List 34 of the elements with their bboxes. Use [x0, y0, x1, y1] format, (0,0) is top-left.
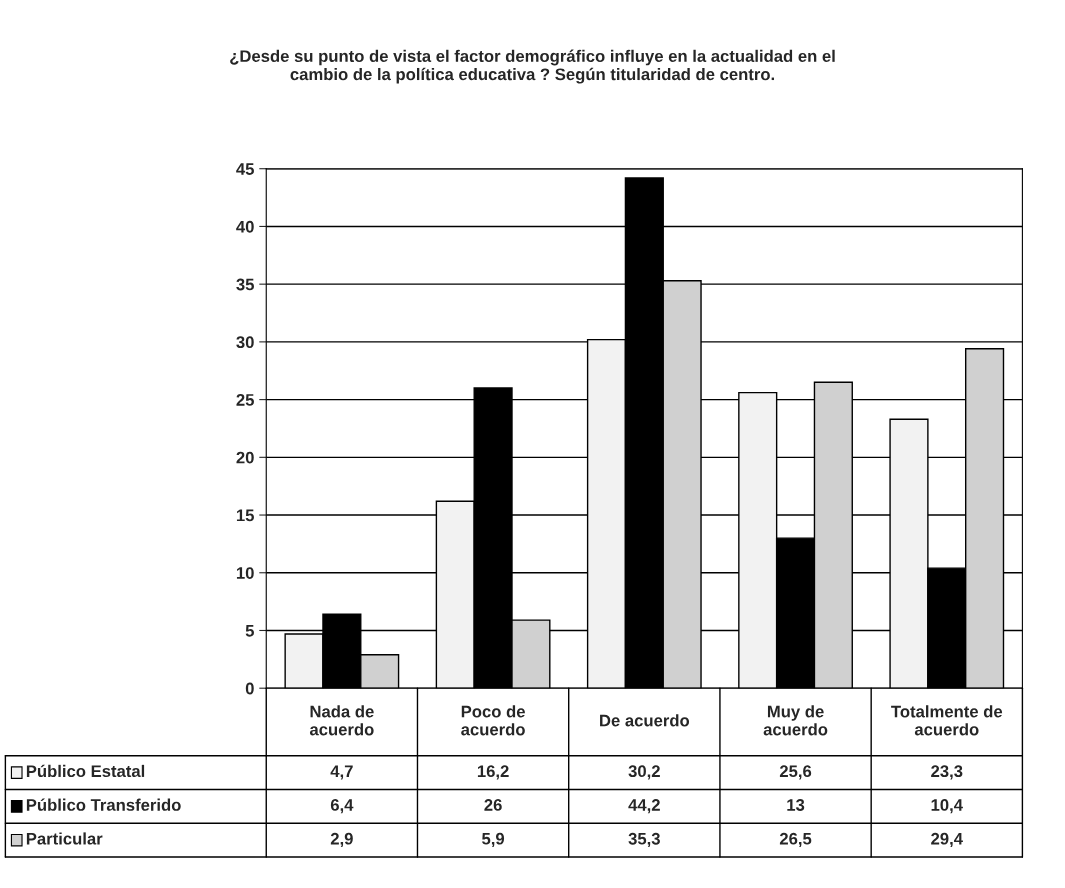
data-label: 6,4: [330, 799, 354, 814]
y-tick-label: 10: [236, 567, 254, 579]
x-tick-label: De acuerdo: [600, 714, 690, 727]
legend-label: Público Transferido: [26, 798, 181, 811]
data-label: 35,3: [628, 832, 660, 848]
x-tick-label: Muy de acuerdo: [763, 705, 828, 736]
y-tick-label: 40: [236, 220, 254, 233]
data-label: 25,6: [779, 765, 812, 780]
legend-label: Público Estatal: [26, 764, 145, 778]
data-label: 13: [787, 799, 805, 811]
data-label: 30,2: [628, 765, 660, 780]
y-tick-label: 15: [236, 509, 254, 522]
y-tick-label: 20: [236, 451, 254, 464]
data-label: 2,9: [330, 832, 353, 848]
y-tick-label: 5: [245, 625, 254, 637]
chart-title: ¿Desde su punto de vista el factor demográfico influye en la actualidad en el cambio de la política educativa ? Según titularidad de centro.: [230, 49, 835, 84]
y-tick-label: 35: [236, 278, 254, 291]
y-tick-label: 25: [236, 394, 254, 406]
data-label: 44,2: [628, 799, 660, 814]
y-tick-label: 0: [245, 682, 254, 695]
data-label: 23,3: [931, 765, 963, 780]
x-tick-label: Poco de acuerdo: [461, 705, 525, 736]
x-tick-label: Totalmente de acuerdo: [891, 705, 1003, 736]
y-tick-label: 45: [236, 163, 254, 175]
data-label: 29,4: [931, 832, 963, 848]
data-label: 10,4: [931, 799, 963, 814]
legend-label: Particular: [26, 832, 103, 845]
data-label: 26,5: [779, 832, 812, 848]
x-tick-label: Nada de acuerdo: [309, 705, 374, 736]
data-label: 16,2: [477, 765, 509, 780]
y-tick-label: 30: [236, 336, 254, 349]
data-label: 26: [484, 799, 502, 811]
data-label: 5,9: [482, 832, 505, 848]
data-label: 4,7: [330, 765, 353, 780]
